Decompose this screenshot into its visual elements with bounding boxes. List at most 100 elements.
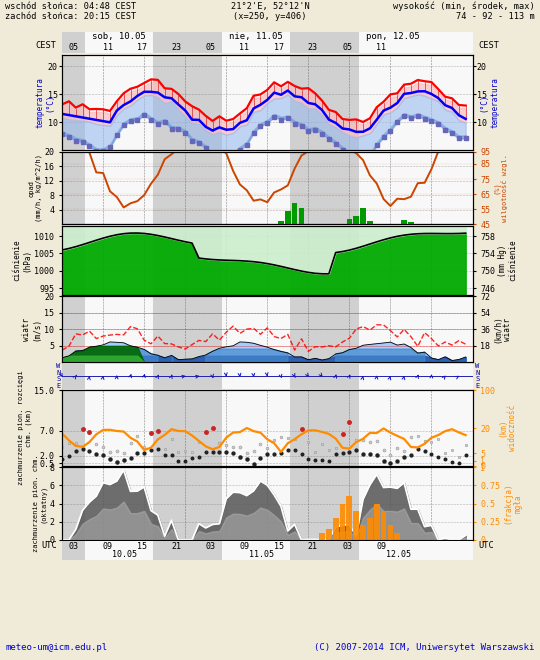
Bar [85,296,153,362]
Bar [278,221,284,224]
Bar [85,467,153,540]
Text: UTC: UTC [478,541,494,550]
Text: 21: 21 [171,542,181,551]
Text: 05: 05 [342,44,352,52]
Bar [85,226,153,295]
Bar [153,364,222,389]
Bar [153,152,222,224]
Text: CEST: CEST [478,41,499,50]
Text: 11: 11 [240,44,249,52]
Text: 05: 05 [69,44,78,52]
Bar [367,518,373,540]
Bar [62,541,85,560]
Bar [347,219,352,224]
Text: UTC: UTC [41,541,57,550]
Text: 17: 17 [137,44,147,52]
Bar [290,226,359,295]
Bar [153,226,222,295]
Bar [388,525,393,540]
Bar [359,364,472,389]
Bar [153,467,222,540]
Bar [367,221,373,224]
Bar [62,152,85,224]
Bar [153,55,222,150]
Bar [408,222,414,224]
Bar [360,208,366,224]
Text: 11: 11 [103,44,113,52]
Bar [359,296,472,362]
Text: 03: 03 [342,542,352,551]
Y-axis label: (km)
widoczność: (km) widoczność [498,405,517,451]
Bar [85,55,153,150]
Bar [62,32,85,53]
Text: 09: 09 [103,542,113,551]
Bar [290,467,359,540]
Bar [153,296,222,362]
Bar [290,541,359,560]
Text: 03: 03 [205,542,215,551]
Text: 15: 15 [137,542,147,551]
Text: 10.05: 10.05 [112,550,137,559]
Bar [359,467,472,540]
Bar [290,32,359,53]
Bar [290,390,359,466]
Bar [62,467,85,540]
Bar [381,511,387,540]
Bar [222,364,290,389]
Y-axis label: (mm Hg)
ciśnienie: (mm Hg) ciśnienie [498,240,517,281]
Bar [222,152,290,224]
Bar [62,390,85,466]
Bar [290,364,359,389]
Y-axis label: zachmurzenie pion. rozcięgi
chm. (km): zachmurzenie pion. rozcięgi chm. (km) [18,371,32,485]
Text: 21: 21 [308,542,318,551]
Y-axis label: temperatura
(°C): temperatura (°C) [36,77,55,128]
Text: S
E: S E [56,376,60,389]
Bar [222,467,290,540]
Y-axis label: wiatr
(m/s): wiatr (m/s) [22,317,42,341]
Bar [353,511,359,540]
Bar [299,208,304,224]
Bar [62,296,85,362]
Bar [401,220,407,224]
Bar [333,518,339,540]
Bar [290,55,359,150]
Bar [153,32,222,53]
Bar [62,226,85,295]
Bar [85,32,153,53]
Bar [290,296,359,362]
Bar [292,203,298,224]
Bar [62,55,85,150]
Y-axis label: zachmurzenie pion. chm.
(oktatny): zachmurzenie pion. chm. (oktatny) [33,455,46,552]
Bar [285,211,291,224]
Text: S
E: S E [475,376,480,389]
Text: 11: 11 [376,44,386,52]
Text: meteo-um@icm.edu.pl: meteo-um@icm.edu.pl [5,643,107,652]
Bar [347,496,352,540]
Text: 09: 09 [240,542,249,551]
Bar [222,541,290,560]
Text: 17: 17 [274,44,284,52]
Bar [326,529,332,540]
Text: 23: 23 [171,44,181,52]
Bar [222,32,290,53]
Bar [290,152,359,224]
Text: W
N: W N [475,364,480,376]
Bar [85,152,153,224]
Text: (C) 2007-2014 ICM, Uniwersytet Warszawski: (C) 2007-2014 ICM, Uniwersytet Warszawsk… [314,643,535,652]
Text: 05: 05 [205,44,215,52]
Text: 15: 15 [274,542,284,551]
Y-axis label: (°C)
temperatura: (°C) temperatura [480,77,499,128]
Bar [222,390,290,466]
Bar [374,504,380,540]
Y-axis label: ciśnienie
(hPa): ciśnienie (hPa) [12,240,32,281]
Text: CEST: CEST [36,41,57,50]
Text: 11.05: 11.05 [249,550,274,559]
Text: pon, 12.05: pon, 12.05 [366,32,420,41]
Y-axis label: (km/h)
wiatr: (km/h) wiatr [493,315,512,343]
Bar [359,32,472,53]
Bar [319,533,325,540]
Bar [394,533,400,540]
Text: 23: 23 [308,44,318,52]
Bar [85,541,153,560]
Bar [85,364,153,389]
